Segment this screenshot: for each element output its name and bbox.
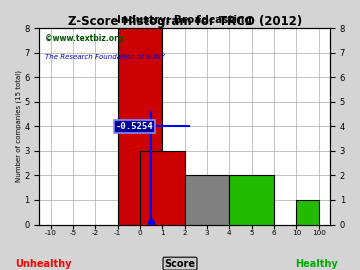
Text: Healthy: Healthy [296, 259, 338, 269]
Bar [118, 28, 162, 225]
Text: Score: Score [165, 259, 195, 269]
Text: ©www.textbiz.org: ©www.textbiz.org [45, 34, 123, 43]
Text: The Research Foundation of SUNY: The Research Foundation of SUNY [45, 54, 165, 60]
Bar [140, 151, 185, 225]
Text: Industry: Broadcasting: Industry: Broadcasting [117, 15, 252, 25]
Title: Z-Score Histogram for TRCO (2012): Z-Score Histogram for TRCO (2012) [68, 15, 302, 28]
Y-axis label: Number of companies (15 total): Number of companies (15 total) [15, 70, 22, 182]
Bar [185, 176, 229, 225]
Bar [229, 176, 274, 225]
Bar [296, 200, 319, 225]
Text: -0.5254: -0.5254 [116, 122, 153, 131]
Text: Unhealthy: Unhealthy [15, 259, 71, 269]
